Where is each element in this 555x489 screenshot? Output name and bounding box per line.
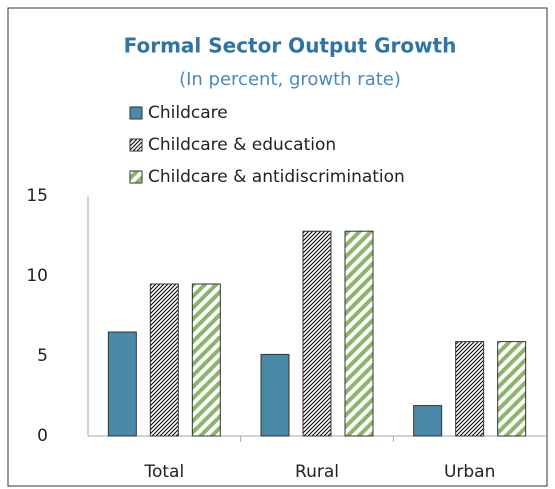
bar: [413, 405, 443, 437]
y-tick-label: 10: [26, 266, 48, 286]
legend-label: Childcare & antidiscrimination: [148, 167, 405, 187]
bar: [107, 331, 137, 437]
chart-title: Formal Sector Output Growth: [124, 34, 457, 58]
chart-subtitle: (In percent, growth rate): [179, 69, 401, 90]
x-tick-label: Rural: [295, 462, 339, 482]
bar: [344, 230, 374, 437]
x-tick-label: Total: [143, 462, 184, 482]
bar: [497, 341, 527, 437]
chart-border: [7, 7, 548, 487]
y-tick-label: 0: [37, 426, 48, 446]
legend-marker: [129, 138, 143, 152]
y-tick-label: 5: [37, 346, 48, 366]
legend-marker: [129, 170, 143, 184]
legend-label: Childcare: [148, 103, 228, 123]
legend-marker: [129, 106, 143, 120]
bar: [455, 341, 485, 437]
y-tick-label: 15: [26, 186, 48, 206]
bar: [191, 283, 221, 437]
bar: [260, 353, 290, 437]
x-tick-label: Urban: [444, 462, 495, 482]
legend-label: Childcare & education: [148, 135, 336, 155]
bar: [149, 283, 179, 437]
bar: [302, 230, 332, 437]
